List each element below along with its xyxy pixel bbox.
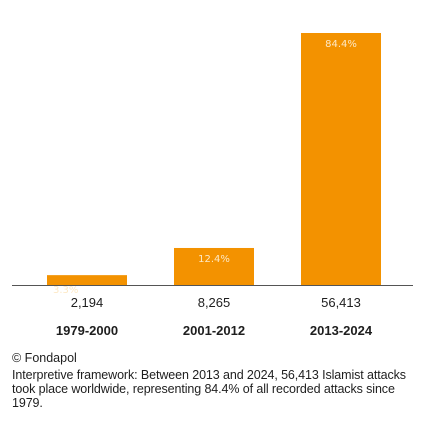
source-credit: © Fondapol — [12, 351, 77, 365]
interpretive-note: Interpretive framework: Between 2013 and… — [12, 368, 406, 410]
bar-2013-2024 — [301, 33, 381, 285]
bar-1979-2000 — [47, 275, 127, 285]
bar-2001-2012 — [174, 247, 254, 285]
category-label: 2001-2012 — [183, 323, 245, 338]
category-label: 1979-2000 — [56, 323, 118, 338]
category-label: 2013-2024 — [310, 323, 373, 338]
bar-count-label: 8,265 — [198, 295, 231, 310]
bar-percent-label: 12.4% — [198, 254, 230, 265]
bar-count-label: 2,194 — [71, 295, 104, 310]
bar-percent-label: 84.4% — [325, 39, 357, 50]
bar-percent-label: 3.3% — [53, 285, 78, 296]
bar-count-label: 56,413 — [321, 295, 361, 310]
bar-chart: 3.3%2,194 1979-2000 12.4% 8,265 2001-2012 84.… — [12, 33, 413, 338]
chart-footer: © Fondapol Interpretive framework: Betwe… — [12, 350, 424, 410]
